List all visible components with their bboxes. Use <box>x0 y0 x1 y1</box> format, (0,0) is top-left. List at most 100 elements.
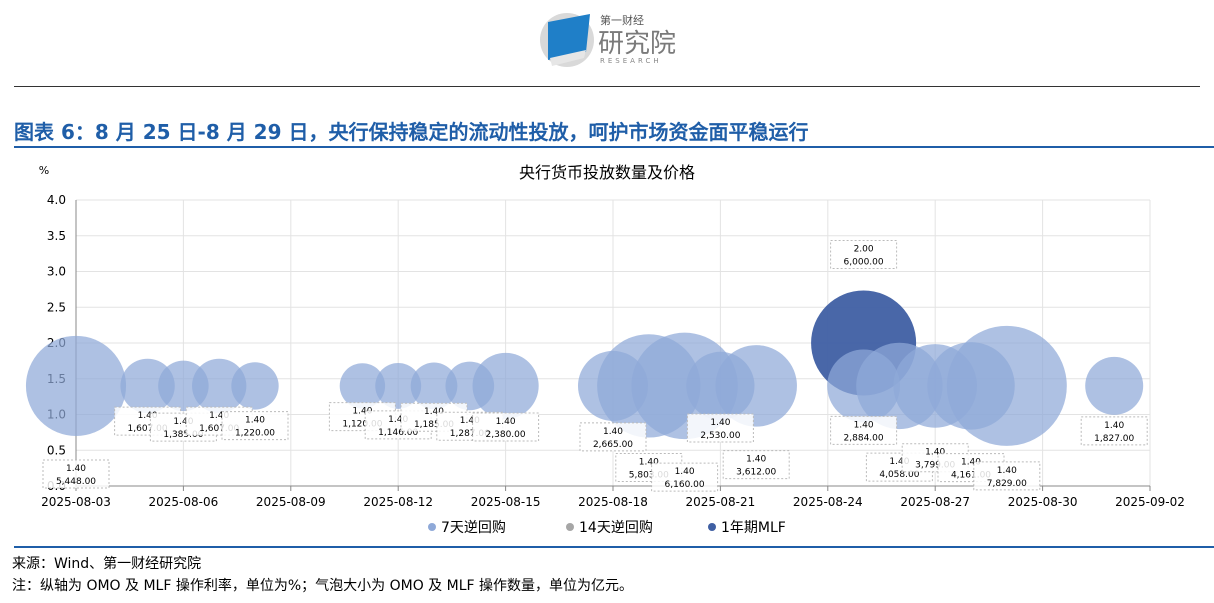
y-tick-label: 2.5 <box>47 300 66 314</box>
x-tick-label: 2025-08-06 <box>149 495 219 509</box>
data-label-box <box>42 459 110 489</box>
data-label-amount: 6,000.00 <box>844 257 884 267</box>
x-tick-label: 2025-08-12 <box>363 495 433 509</box>
data-label-rate: 1.40 <box>66 464 86 474</box>
footer-divider <box>14 546 1214 548</box>
legend-label: 14天逆回购 <box>579 520 653 536</box>
source-text: 来源：Wind、第一财经研究院 <box>12 556 202 572</box>
data-label-box <box>651 462 719 492</box>
data-label-box <box>722 450 790 480</box>
data-label-amount: 1,120.00 <box>342 420 382 430</box>
figure-title: 图表 6：8 月 25 日-8 月 29 日，央行保持稳定的流动性投放，呵护市场… <box>14 120 809 144</box>
data-label-rate: 1.40 <box>245 416 265 426</box>
data-label-amount: 1,385.00 <box>163 430 203 440</box>
data-label-amount: 5,803.00 <box>629 471 669 481</box>
bubble <box>472 352 539 419</box>
data-label-rate: 1.40 <box>352 407 372 417</box>
note-text: 注：纵轴为 OMO 及 MLF 操作利率，单位为%；气泡大小为 OMO 及 ML… <box>12 578 634 594</box>
y-axis-unit: % <box>39 164 49 177</box>
data-label-rate: 1.40 <box>746 455 766 465</box>
chart-title: 央行货币投放数量及价格 <box>519 163 695 182</box>
data-label-amount: 7,829.00 <box>987 479 1027 489</box>
data-label-amount: 2,380.00 <box>486 430 526 440</box>
x-tick-label: 2025-08-09 <box>256 495 326 509</box>
bubble <box>577 350 649 421</box>
data-label-amount: 4,161.00 <box>951 471 991 481</box>
data-label-amount: 1,146.00 <box>378 428 418 438</box>
bubble <box>1085 356 1144 415</box>
bubble <box>410 362 458 410</box>
data-label-rate: 1.40 <box>854 420 874 430</box>
data-label-rate: 1.40 <box>496 417 516 427</box>
data-label-box <box>579 422 647 452</box>
data-label-rate: 1.40 <box>889 457 909 467</box>
legend-marker <box>428 523 436 531</box>
y-tick-label: 3.0 <box>47 265 66 279</box>
data-label-rate: 1.40 <box>925 448 945 458</box>
data-label-box <box>221 411 289 441</box>
bubble <box>827 349 901 423</box>
data-label-box <box>830 239 898 269</box>
bubble <box>25 335 127 436</box>
x-tick-label: 2025-08-27 <box>900 495 970 509</box>
data-label-box <box>973 461 1041 491</box>
bubble <box>375 362 422 409</box>
data-label-amount: 1,607.00 <box>128 424 168 434</box>
data-label-rate: 1.40 <box>997 466 1017 476</box>
data-label-amount: 6,160.00 <box>665 480 705 490</box>
x-tick-label: 2025-09-02 <box>1115 495 1185 509</box>
x-tick-label: 2025-08-24 <box>793 495 863 509</box>
bubble <box>686 351 755 421</box>
y-tick-label: 0.5 <box>47 443 66 457</box>
legend-marker <box>708 523 716 531</box>
x-tick-label: 2025-08-18 <box>578 495 648 509</box>
logo-emblem-icon <box>540 13 594 67</box>
data-label-amount: 1,827.00 <box>1094 434 1134 444</box>
x-tick-label: 2025-08-21 <box>686 495 756 509</box>
logo-brand-top: 第一财经 <box>600 13 644 27</box>
x-tick-label: 2025-08-30 <box>1008 495 1078 509</box>
bubble <box>893 344 977 428</box>
data-label-rate: 2.00 <box>854 244 874 254</box>
data-label-rate: 1.40 <box>209 411 229 421</box>
data-label-amount: 5,448.00 <box>56 477 96 487</box>
bubble-chart: 央行货币投放数量及价格%0.00.51.01.52.02.53.03.54.02… <box>25 163 1185 536</box>
bubble <box>192 358 247 414</box>
data-label-rate: 1.40 <box>460 416 480 426</box>
data-label-amount: 1,185.00 <box>414 420 454 430</box>
bubble <box>231 362 279 410</box>
data-label-amount: 3,799.00 <box>915 461 955 471</box>
bubble <box>445 361 495 411</box>
x-tick-label: 2025-08-03 <box>41 495 111 509</box>
header-divider <box>14 86 1200 87</box>
data-label-rate: 1.40 <box>639 458 659 468</box>
data-label-rate: 1.40 <box>424 407 444 417</box>
data-label-amount: 1,607.00 <box>199 424 239 434</box>
bubble <box>339 363 386 409</box>
data-label-rate: 1.40 <box>1104 421 1124 431</box>
data-label-amount: 4,058.00 <box>879 470 919 480</box>
data-label-amount: 2,884.00 <box>844 433 884 443</box>
legend-label: 7天逆回购 <box>441 520 506 536</box>
data-label-amount: 2,530.00 <box>700 431 740 441</box>
bubble <box>120 358 175 414</box>
y-tick-label: 4.0 <box>47 193 66 207</box>
legend-marker <box>566 523 574 531</box>
data-label-box <box>472 412 540 442</box>
data-label-box <box>830 415 898 445</box>
data-label-rate: 1.40 <box>675 467 695 477</box>
data-label-amount: 1,287.00 <box>450 429 490 439</box>
legend-label: 1年期MLF <box>721 520 786 536</box>
data-label-box <box>1080 416 1148 446</box>
data-label-rate: 1.40 <box>138 411 158 421</box>
data-label-amount: 2,665.00 <box>593 440 633 450</box>
data-label-rate: 1.40 <box>173 417 193 427</box>
data-label-box <box>686 413 754 443</box>
logo-brand-sub: RESEARCH <box>600 57 662 65</box>
x-tick-label: 2025-08-15 <box>471 495 541 509</box>
logo-brand-main: 研究院 <box>598 29 676 59</box>
data-label-rate: 1.40 <box>961 458 981 468</box>
data-label-rate: 1.40 <box>388 415 408 425</box>
data-label-rate: 1.40 <box>603 427 623 437</box>
data-label-rate: 1.40 <box>710 418 730 428</box>
